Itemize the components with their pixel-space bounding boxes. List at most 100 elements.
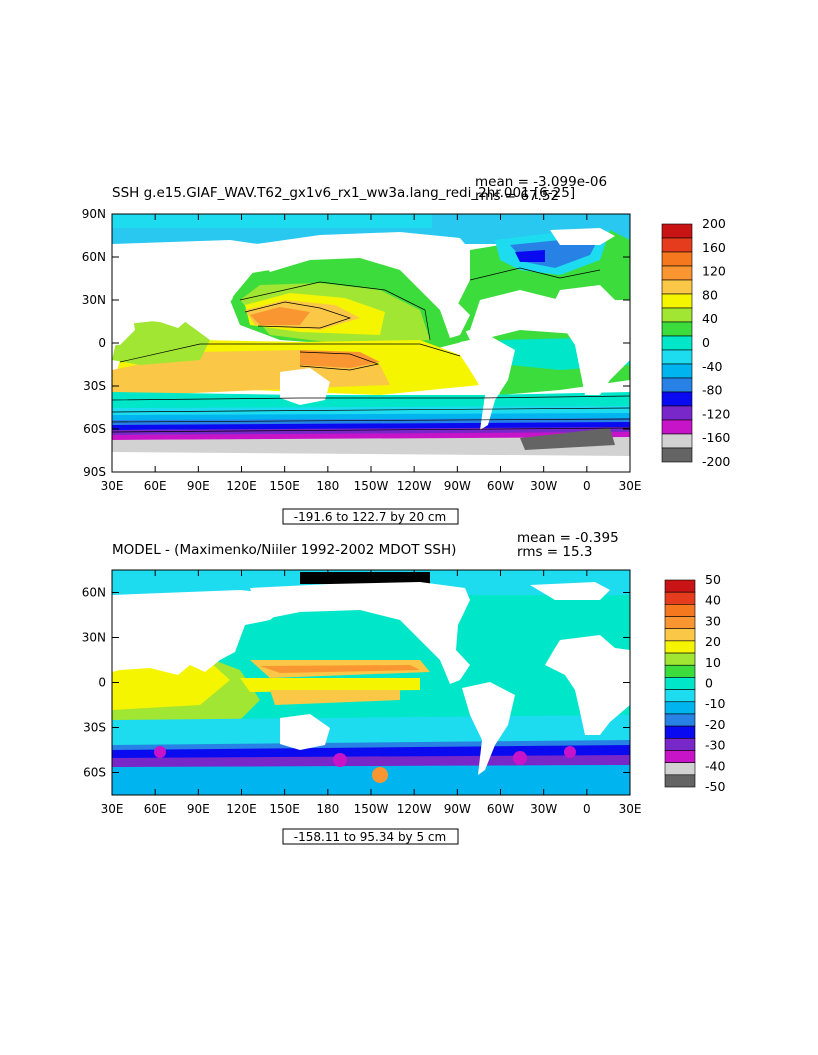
colorbar-swatch xyxy=(664,616,696,630)
panel1-contour-box xyxy=(282,508,459,525)
colorbar-swatch xyxy=(661,335,693,351)
colorbar-swatch xyxy=(664,664,696,678)
y-tick-label: 0 xyxy=(98,336,106,350)
x-tick-label: 120E xyxy=(226,479,257,493)
colorbar-swatch xyxy=(664,689,696,703)
x-tick-label: 90E xyxy=(187,479,210,493)
panel2-map xyxy=(112,570,630,795)
x-tick-label: 120W xyxy=(397,802,432,816)
x-tick-label: 60E xyxy=(144,479,167,493)
colorbar-label: 120 xyxy=(702,264,726,279)
colorbar-label: 10 xyxy=(705,655,721,670)
colorbar-swatch xyxy=(664,640,696,654)
colorbar-swatch xyxy=(664,737,696,751)
x-tick-label: 30W xyxy=(530,802,557,816)
x-tick-label: 180 xyxy=(316,479,339,493)
colorbar-swatch xyxy=(664,628,696,642)
colorbar-swatch xyxy=(661,405,693,421)
panel-ssh: SSH g.e15.GIAF_WAV.T62_gx1v6_rx1_ww3a.la… xyxy=(82,174,730,525)
y-tick-label: 0 xyxy=(98,676,106,690)
colorbar-swatch xyxy=(664,750,696,763)
colorbar-swatch xyxy=(664,701,696,715)
colorbar-label: -80 xyxy=(702,383,722,398)
colorbar-label: -10 xyxy=(705,696,725,711)
y-tick-label: 90S xyxy=(83,465,106,479)
panel1-title: SSH g.e15.GIAF_WAV.T62_gx1v6_rx1_ww3a.la… xyxy=(112,185,575,201)
colorbar-swatch xyxy=(661,433,693,449)
x-tick-label: 90W xyxy=(444,802,471,816)
panel2-mean: mean = -0.395 xyxy=(517,530,619,546)
colorbar-swatch xyxy=(661,391,693,407)
colorbar-swatch xyxy=(661,307,693,323)
x-tick-label: 30W xyxy=(530,479,557,493)
x-tick-label: 150E xyxy=(269,479,300,493)
colorbar-label: -30 xyxy=(705,738,725,753)
colorbar-swatch xyxy=(664,591,696,605)
colorbar-swatch xyxy=(661,447,693,463)
colorbar-label: 50 xyxy=(705,572,721,587)
colorbar-swatch xyxy=(664,725,696,739)
x-tick-label: 60W xyxy=(487,802,514,816)
panel2-rms: rms = 15.3 xyxy=(517,544,592,560)
colorbar-label: 40 xyxy=(705,593,721,608)
x-tick-label: 0 xyxy=(583,802,591,816)
panel1-contour-info: -191.6 to 122.7 by 20 cm xyxy=(294,510,446,524)
y-tick-label: 30S xyxy=(83,379,106,393)
colorbar-swatch xyxy=(661,419,693,435)
colorbar-swatch xyxy=(661,279,693,295)
panel2-colorbar: 50 40 30 20 10 0 -10 -20 -30 -40 -50 xyxy=(664,572,725,794)
y-tick-label: 30S xyxy=(83,721,106,735)
colorbar-label: 200 xyxy=(702,216,726,231)
colorbar-swatch xyxy=(661,251,693,267)
x-tick-label: 0 xyxy=(583,479,591,493)
panel2-ticks: 30E 60E 90E 120E 150E 180 150W 120W 90W 60W 30W 0 30… xyxy=(82,570,642,816)
colorbar-label: 40 xyxy=(702,311,718,326)
colorbar-label: 0 xyxy=(705,676,713,691)
colorbar-label: 20 xyxy=(705,634,721,649)
x-tick-label: 60E xyxy=(144,802,167,816)
colorbar-label: -120 xyxy=(702,406,730,421)
colorbar-swatch xyxy=(661,223,693,239)
x-tick-label: 150W xyxy=(354,802,389,816)
colorbar-label: 80 xyxy=(702,287,718,302)
x-tick-label: 30E xyxy=(619,802,642,816)
colorbar-swatch xyxy=(661,349,693,365)
panel1-contours xyxy=(112,267,630,433)
colorbar-label: 30 xyxy=(705,613,721,628)
colorbar-swatch xyxy=(661,293,693,309)
colorbar-swatch xyxy=(661,321,693,337)
panel2-contour-box xyxy=(282,828,459,845)
panel2-land xyxy=(112,582,630,775)
colorbar-label: -40 xyxy=(705,758,725,773)
panel-model-diff: MODEL - (Maximenko/Niiler 1992-2002 MDOT… xyxy=(82,530,725,845)
x-tick-label: 150E xyxy=(269,802,300,816)
panel1-mean: mean = -3.099e-06 xyxy=(475,174,607,190)
y-tick-label: 60S xyxy=(83,422,106,436)
y-tick-label: 60N xyxy=(82,586,106,600)
colorbar-swatch xyxy=(661,377,693,393)
panel2-title: MODEL - (Maximenko/Niiler 1992-2002 MDOT… xyxy=(112,542,456,558)
y-tick-label: 30N xyxy=(82,631,106,645)
x-tick-label: 120E xyxy=(226,802,257,816)
colorbar-label: -50 xyxy=(705,779,725,794)
colorbar-swatch xyxy=(664,652,696,666)
colorbar-swatch xyxy=(664,604,696,617)
panel2-contour-info: -158.11 to 95.34 by 5 cm xyxy=(294,830,446,844)
y-tick-label: 60S xyxy=(83,766,106,780)
x-tick-label: 30E xyxy=(101,802,124,816)
x-tick-label: 150W xyxy=(354,479,389,493)
x-tick-label: 120W xyxy=(397,479,432,493)
x-tick-label: 30E xyxy=(101,479,124,493)
colorbar-label: -200 xyxy=(702,454,730,469)
colorbar-swatch xyxy=(661,265,693,281)
panel1-colorbar: 200 160 120 80 40 0 -40 -80 -120 -160 -200 xyxy=(661,216,730,469)
colorbar-label: -160 xyxy=(702,430,730,445)
colorbar-swatch xyxy=(664,774,696,788)
colorbar-swatch xyxy=(664,713,696,727)
colorbar-label: 160 xyxy=(702,240,726,255)
colorbar-label: 0 xyxy=(702,335,710,350)
colorbar-label: -40 xyxy=(702,359,722,374)
y-tick-label: 60N xyxy=(82,250,106,264)
colorbar-swatch xyxy=(664,677,696,690)
x-tick-label: 180 xyxy=(316,802,339,816)
